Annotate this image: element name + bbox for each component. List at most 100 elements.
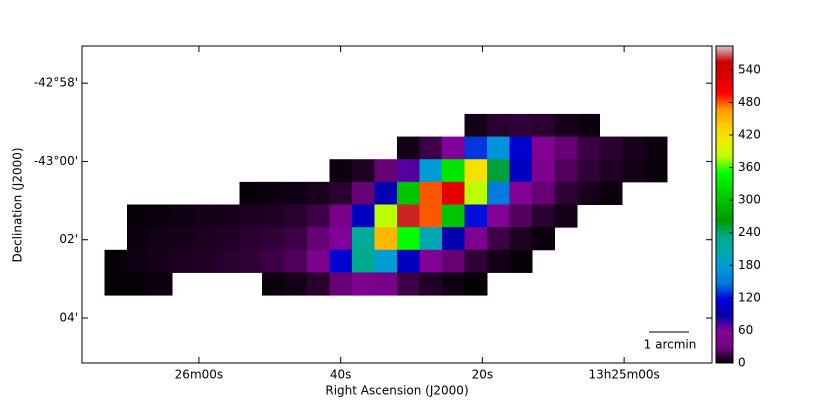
heatmap-cell (127, 272, 150, 296)
heatmap-cell (554, 204, 578, 228)
heatmap-cell (532, 136, 555, 160)
heatmap-cell (307, 204, 330, 228)
heatmap-cell (307, 181, 330, 205)
heatmap-cell (554, 181, 578, 205)
heatmap-cell (419, 249, 443, 273)
heatmap-cell (554, 136, 578, 160)
heatmap-cell (329, 249, 353, 273)
heatmap-cell (464, 159, 488, 183)
heatmap-cell (374, 227, 398, 251)
heatmap-cell (329, 181, 353, 205)
heatmap-cell (599, 159, 623, 183)
colorbar-tick-label: 300 (738, 193, 761, 207)
heatmap-cell (419, 181, 443, 205)
heatmap-cell (554, 159, 578, 183)
heatmap-cell (397, 181, 420, 205)
heatmap-cell (599, 136, 623, 160)
heatmap-cell (644, 159, 668, 183)
heatmap-cell (374, 204, 398, 228)
x-axis-label: Right Ascension (J2000) (325, 384, 468, 398)
heatmap-cell (487, 249, 510, 273)
heatmap-cell (509, 136, 533, 160)
colorbar-tick-label: 120 (738, 290, 761, 304)
heatmap-cell (487, 181, 510, 205)
heatmap-cell (442, 159, 465, 183)
colorbar (715, 45, 734, 364)
heatmap-cell (239, 249, 263, 273)
heatmap-cell (127, 249, 150, 273)
heatmap-cell (532, 227, 555, 251)
colorbar-tick-label: 240 (738, 225, 761, 239)
heatmap-cell (442, 272, 465, 296)
y-tick-label: -43°00' (34, 154, 78, 168)
colorbar-tick-label: 0 (738, 356, 746, 370)
heatmap-cell (284, 181, 308, 205)
heatmap-cell (487, 204, 510, 228)
heatmap-cell (194, 227, 218, 251)
heatmap-cell (217, 249, 240, 273)
heatmap-cell (217, 204, 240, 228)
heatmap-cell (262, 181, 285, 205)
heatmap-cell (127, 204, 150, 228)
heatmap-cell (149, 249, 173, 273)
heatmap-cell (352, 181, 375, 205)
heatmap-cell (149, 204, 173, 228)
heatmap-cell (262, 227, 285, 251)
heatmap-cell (509, 204, 533, 228)
heatmap-cell (307, 249, 330, 273)
heatmap-cell (104, 272, 128, 296)
heatmap-cell (419, 159, 443, 183)
heatmap-cell (532, 204, 555, 228)
heatmap-cell (284, 227, 308, 251)
heatmap-cell (172, 227, 195, 251)
heatmap-cell (442, 204, 465, 228)
heatmap-cell (577, 113, 600, 138)
heatmap-cell (442, 249, 465, 273)
y-tick-label: 02' (59, 232, 78, 246)
heatmap-cell (397, 249, 420, 273)
heatmap-cell (487, 113, 510, 138)
heatmap-cell (329, 227, 353, 251)
heatmap (104, 113, 668, 296)
y-tick-label: -42°58' (34, 76, 78, 90)
heatmap-cell (509, 181, 533, 205)
heatmap-cell (149, 272, 173, 296)
colorbar-tick-label: 420 (738, 128, 761, 142)
heatmap-cell (464, 181, 488, 205)
heatmap-cell (464, 136, 488, 160)
heatmap-cell (307, 272, 330, 296)
heatmap-cell (374, 159, 398, 183)
heatmap-cell (329, 204, 353, 228)
heatmap-cell (599, 181, 623, 205)
heatmap-cell (532, 159, 555, 183)
heatmap-cell (509, 227, 533, 251)
heatmap-cell (509, 159, 533, 183)
heatmap-cell (149, 227, 173, 251)
heatmap-cell (464, 272, 488, 296)
heatmap-cell (194, 249, 218, 273)
colorbar-tick-label: 540 (738, 62, 761, 76)
heatmap-cell (554, 113, 578, 138)
colorbar-tick-label: 60 (738, 323, 753, 337)
heatmap-cell (284, 204, 308, 228)
x-tick-label: 13h25m00s (588, 368, 659, 382)
heatmap-cell (352, 159, 375, 183)
heatmap-cell (172, 249, 195, 273)
heatmap-cell (442, 181, 465, 205)
heatmap-cell (307, 227, 330, 251)
heatmap-cell (419, 204, 443, 228)
heatmap-cell (352, 249, 375, 273)
heatmap-cell (284, 249, 308, 273)
heatmap-cell (577, 181, 600, 205)
heatmap-cell (284, 272, 308, 296)
heatmap-cell (532, 113, 555, 138)
y-tick-label: 04' (59, 310, 78, 324)
heatmap-cell (532, 181, 555, 205)
heatmap-cell (644, 136, 668, 160)
colorbar-tick-label: 360 (738, 160, 761, 174)
plot-frame (81, 45, 713, 364)
heatmap-cell (329, 159, 353, 183)
heatmap-cell (374, 181, 398, 205)
heatmap-cell (487, 227, 510, 251)
